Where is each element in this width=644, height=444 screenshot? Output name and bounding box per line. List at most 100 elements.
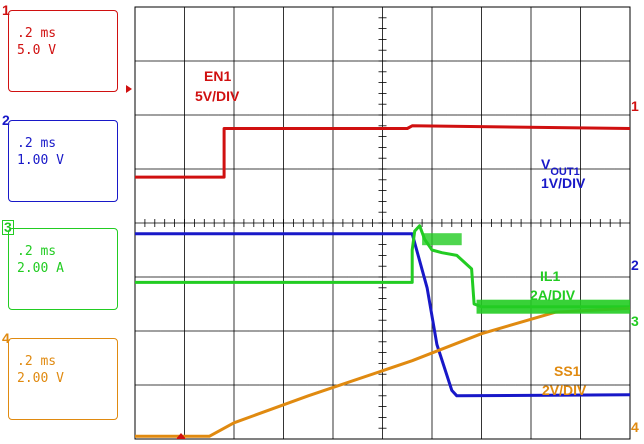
vout1-label: VOUT1 [541, 156, 580, 178]
grid-dot [485, 384, 488, 386]
grid-dot [386, 330, 389, 332]
grid-dot [584, 60, 587, 62]
grid-dot [396, 168, 398, 170]
traces [135, 124, 631, 438]
grid-dot [495, 60, 497, 62]
grid-dot [367, 168, 369, 170]
grid-dot [297, 276, 299, 278]
grid-dot [149, 168, 151, 170]
grid-dot [545, 114, 547, 116]
grid-dot [188, 330, 191, 332]
grid-dot [406, 114, 408, 116]
channel-1-scale: 5.0 V [17, 43, 57, 58]
grid-dot [376, 114, 379, 116]
grid-dot [436, 114, 438, 116]
grid-dot [139, 276, 141, 278]
grid-dot [297, 384, 299, 386]
grid-dot [218, 330, 220, 332]
grid-dot [525, 60, 527, 62]
grid-dot [505, 60, 507, 62]
grid-dot [228, 60, 230, 62]
grid-dot [317, 276, 319, 278]
grid-dot [505, 330, 507, 332]
grid-dot [555, 384, 557, 386]
grid-dot [614, 330, 616, 332]
grid-dot [426, 330, 428, 332]
grid-dot [178, 276, 181, 278]
grid-dot [505, 276, 507, 278]
grid-dot [614, 114, 616, 116]
grid-dot [357, 384, 359, 386]
grid-dot [406, 60, 408, 62]
grid-dot [594, 384, 596, 386]
grid-dot [426, 276, 428, 278]
grid-dot [159, 276, 161, 278]
grid-dot [386, 276, 389, 278]
grid-dot [149, 276, 151, 278]
grid-dot [367, 384, 369, 386]
right-marker-1: 1 [631, 98, 639, 114]
grid-dot [287, 330, 290, 332]
grid-dot [218, 114, 220, 116]
grid-dot [515, 384, 517, 386]
grid-dot [337, 168, 339, 170]
grid-dot [624, 330, 626, 332]
grid-dot [238, 60, 240, 62]
grid-dot [406, 168, 408, 170]
grid-dot [198, 330, 200, 332]
grid-dot [545, 384, 547, 386]
grid-dot [248, 384, 250, 386]
grid-dot [525, 384, 527, 386]
grid-dot [277, 114, 280, 116]
grid-dot [277, 330, 280, 332]
trace-en1 [135, 124, 631, 179]
grid-dot [169, 330, 171, 332]
grid-dot [416, 330, 418, 332]
channel-3-time-div: .2 ms [17, 244, 57, 259]
grid-dot [307, 384, 309, 386]
grid-dot [466, 384, 468, 386]
grid-dot [367, 330, 369, 332]
grid-dot [258, 168, 260, 170]
channel-4-panel: .2 ms 2.00 V [8, 338, 118, 420]
grid-dot [208, 276, 210, 278]
grid-dot [317, 384, 319, 386]
grid-dot [268, 330, 270, 332]
grid-dot [475, 114, 478, 116]
grid-dot [426, 384, 428, 386]
grid-dot [208, 60, 210, 62]
grid-dot [565, 384, 567, 386]
grid-dot [218, 276, 220, 278]
grid-dot [604, 330, 606, 332]
grid-dot [238, 384, 240, 386]
grid-dot [287, 168, 290, 170]
grid-dot [436, 330, 438, 332]
grid-dot [456, 168, 458, 170]
grid-dot [565, 168, 567, 170]
grid-dot [475, 384, 478, 386]
grid-dot [287, 114, 290, 116]
grid-dot [337, 60, 339, 62]
channel-1-number: 1 [2, 2, 10, 18]
grid-dot [347, 168, 349, 170]
grid-dot [258, 384, 260, 386]
grid-dot [574, 384, 577, 386]
grid-dot [169, 384, 171, 386]
channel-4-time-div: .2 ms [17, 354, 57, 369]
grid-dot [515, 114, 517, 116]
grid-dot [277, 168, 280, 170]
grid-dot [228, 276, 230, 278]
grid-dot [416, 114, 418, 116]
ss1-label: SS1 [554, 363, 581, 379]
grid-dot [456, 384, 458, 386]
grid-dot [555, 168, 557, 170]
grid-dot [268, 114, 270, 116]
grid-dot [406, 276, 408, 278]
grid-dot [624, 168, 626, 170]
grid-dot [535, 276, 537, 278]
grid-dot [565, 114, 567, 116]
grid-dot [357, 114, 359, 116]
trace-vout1 [135, 232, 631, 398]
grid-dot [416, 384, 418, 386]
grid-dot [357, 276, 359, 278]
